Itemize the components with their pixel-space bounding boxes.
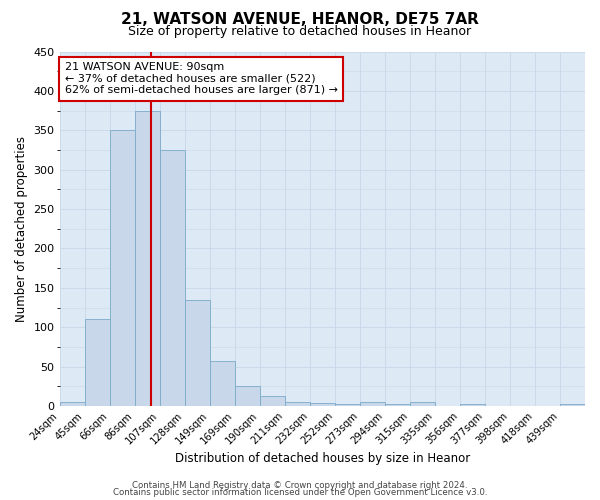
Bar xyxy=(134,110,160,406)
Bar xyxy=(160,150,185,406)
Bar xyxy=(410,402,435,406)
Bar xyxy=(209,361,235,406)
Text: Contains public sector information licensed under the Open Government Licence v3: Contains public sector information licen… xyxy=(113,488,487,497)
Y-axis label: Number of detached properties: Number of detached properties xyxy=(15,136,28,322)
Text: Size of property relative to detached houses in Heanor: Size of property relative to detached ho… xyxy=(128,25,472,38)
Bar xyxy=(360,402,385,406)
Bar xyxy=(335,404,360,406)
Bar xyxy=(310,403,335,406)
Text: 21 WATSON AVENUE: 90sqm
← 37% of detached houses are smaller (522)
62% of semi-d: 21 WATSON AVENUE: 90sqm ← 37% of detache… xyxy=(65,62,338,96)
Text: Contains HM Land Registry data © Crown copyright and database right 2024.: Contains HM Land Registry data © Crown c… xyxy=(132,480,468,490)
Bar xyxy=(460,404,485,406)
Bar xyxy=(560,404,585,406)
X-axis label: Distribution of detached houses by size in Heanor: Distribution of detached houses by size … xyxy=(175,452,470,465)
Bar xyxy=(85,320,110,406)
Text: 21, WATSON AVENUE, HEANOR, DE75 7AR: 21, WATSON AVENUE, HEANOR, DE75 7AR xyxy=(121,12,479,28)
Bar xyxy=(260,396,285,406)
Bar xyxy=(235,386,260,406)
Bar xyxy=(185,300,209,406)
Bar xyxy=(285,402,310,406)
Bar xyxy=(59,402,85,406)
Bar xyxy=(110,130,134,406)
Bar xyxy=(385,404,410,406)
